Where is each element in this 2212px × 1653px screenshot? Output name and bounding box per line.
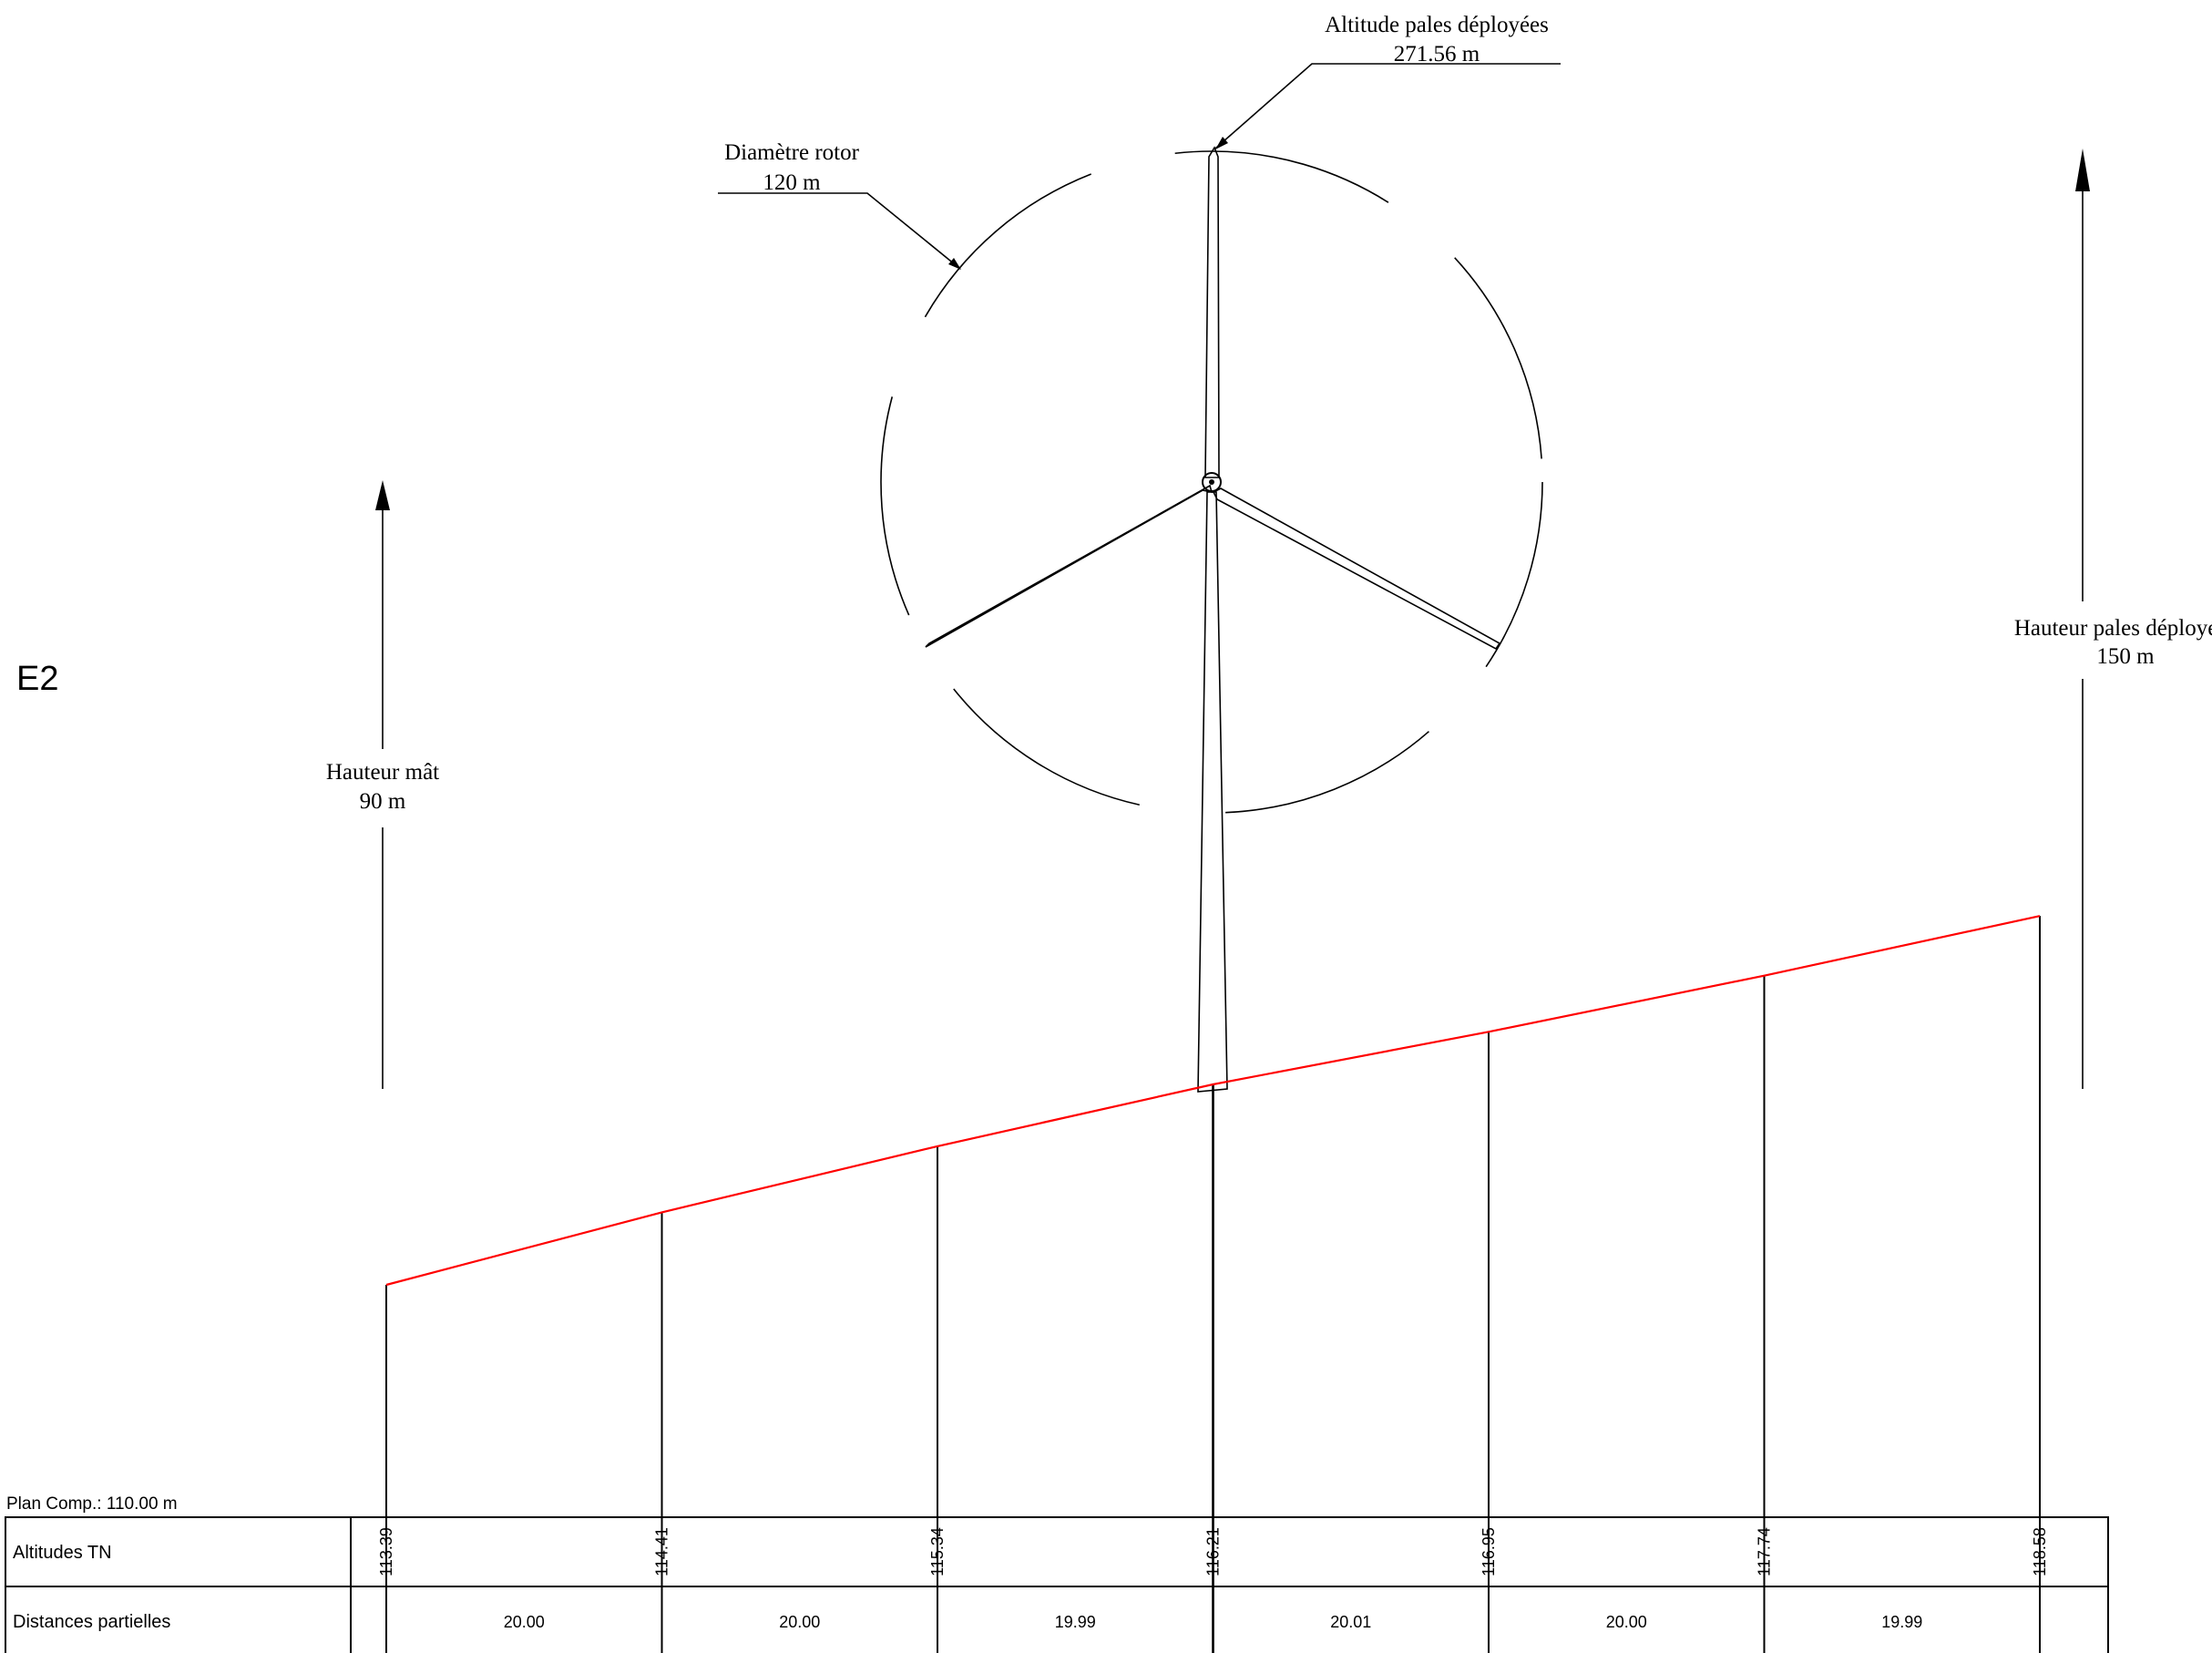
rotor-hub: [1202, 472, 1222, 492]
altitude-tip-leader: [1214, 63, 1561, 149]
plan-comp-label: Plan Comp.: 110.00 m: [6, 1494, 178, 1514]
rotor-hub-center: [1209, 479, 1214, 485]
mast-height-value: 90 m: [360, 789, 406, 814]
tip-height-label: Hauteur pales déployées: [2014, 616, 2212, 641]
distance-value: 19.99: [1055, 1613, 1096, 1631]
distance-value: 20.00: [779, 1613, 820, 1631]
profile-table: Altitudes TN Distances partielles 113.39…: [5, 1516, 2109, 1653]
blade-up: [1204, 146, 1220, 478]
profile-verticals: [385, 916, 2041, 1653]
altitude-tip-label: Altitude pales déployées: [1325, 13, 1549, 37]
row-label-altitudes: Altitudes TN: [13, 1543, 112, 1563]
tip-height-arrowhead: [2075, 149, 2090, 191]
profile-table-values: 113.39 114.41 115.34 116.21 116.95 117.74 118.…: [377, 1527, 2049, 1631]
rotor-diameter-leader: [718, 192, 961, 270]
mast-height-arrowhead: [375, 480, 390, 510]
distance-value: 20.01: [1330, 1613, 1371, 1631]
turbine-tower: [1197, 491, 1228, 1093]
rotor-diameter-arrowhead: [948, 258, 961, 270]
altitude-value: 116.21: [1204, 1527, 1223, 1576]
altitude-value: 114.41: [653, 1527, 671, 1576]
rotor-diameter-value: 120 m: [763, 170, 821, 195]
profile-table-frame: [5, 1516, 2109, 1653]
blade-left: [925, 484, 1214, 648]
turbine-id: E2: [16, 660, 58, 698]
mast-height-label: Hauteur mât: [326, 760, 439, 785]
altitude-value: 113.39: [377, 1527, 395, 1576]
altitude-value: 117.74: [1756, 1527, 1774, 1576]
distance-value: 20.00: [1606, 1613, 1647, 1631]
altitude-tip-arrowhead: [1215, 137, 1228, 149]
altitude-value: 115.34: [928, 1527, 947, 1576]
tip-height-value: 150 m: [2096, 644, 2155, 669]
distance-value: 19.99: [1881, 1613, 1922, 1631]
altitude-tip-value: 271.56 m: [1394, 42, 1480, 67]
distance-value: 20.00: [504, 1613, 545, 1631]
altitude-value: 116.95: [1480, 1527, 1498, 1576]
altitude-value: 118.58: [2031, 1527, 2049, 1576]
row-label-distances: Distances partielles: [13, 1612, 170, 1632]
blade-right: [1212, 488, 1501, 651]
terrain-profile-line: [385, 915, 2041, 1287]
rotor-diameter-label: Diamètre rotor: [724, 140, 860, 165]
